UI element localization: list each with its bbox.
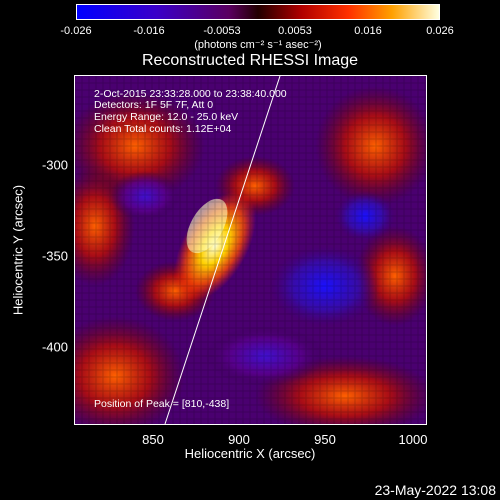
image-canvas	[75, 76, 426, 424]
colorbar-tick: -0.026	[60, 25, 92, 37]
colorbar-tick: -0.016	[133, 25, 165, 37]
colorbar-gradient	[77, 5, 439, 19]
clean-counts-text: Clean Total counts: 1.12E+04	[94, 123, 232, 135]
rhessi-image	[74, 75, 427, 425]
pixel-grid	[75, 76, 426, 424]
colorbar-units: (photons cm⁻² s⁻¹ asec⁻²)	[194, 39, 322, 51]
date-stamp: 23-May-2022 13:08	[374, 482, 496, 498]
colorbar-tick: 0.026	[426, 25, 454, 37]
plot-title: Reconstructed RHESSI Image	[141, 52, 359, 69]
detectors-text: Detectors: 1F 5F 7F, Att 0	[94, 99, 214, 111]
solar-limb-line	[164, 76, 281, 424]
colorbar-tick: 0.0053	[278, 25, 312, 37]
y-tick-label: -350	[41, 248, 68, 264]
energy-range-text: Energy Range: 12.0 - 25.0 keV	[94, 111, 239, 123]
colorbar-tick: -0.0053	[203, 25, 241, 37]
colorbar-tick: 0.016	[354, 25, 382, 37]
x-tick-label: 850	[142, 432, 164, 447]
x-tick-label: 950	[314, 432, 336, 447]
x-tick-label: 900	[228, 432, 250, 447]
x-axis-label: Heliocentric X (arcsec)	[184, 446, 316, 461]
y-tick-label: -400	[41, 339, 68, 355]
y-axis-label: Heliocentric Y (arcsec)	[10, 184, 26, 316]
peak-position-text: Position of Peak = [810,-438]	[94, 398, 230, 410]
y-tick-label: -300	[41, 157, 68, 173]
time-range-text: 2-Oct-2015 23:33:28.000 to 23:38:40.000	[94, 88, 287, 100]
x-tick-label: 1000	[398, 432, 428, 447]
colorbar	[76, 4, 440, 20]
